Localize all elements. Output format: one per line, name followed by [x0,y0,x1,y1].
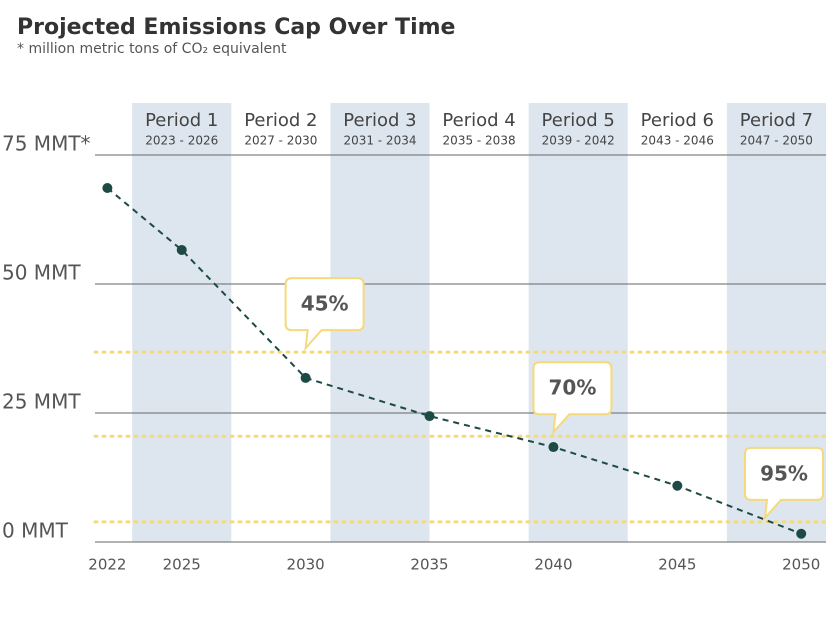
x-tick-label: 2045 [658,556,696,574]
period-years: 2023 - 2026 [145,134,218,148]
callout-label: 95% [760,461,808,485]
period-name: Period 7 [740,110,813,131]
x-tick-label: 2022 [88,556,126,574]
x-tick-label: 2035 [410,556,448,574]
data-point [102,183,113,194]
period-name: Period 4 [442,110,515,131]
period-name: Period 3 [343,110,416,131]
callout: 45% [284,277,365,352]
data-point [300,372,311,383]
period-name: Period 6 [641,110,714,131]
x-tick-label: 2040 [534,556,572,574]
y-tick-label: 0 MMT [2,519,69,543]
callout-label: 70% [548,376,596,400]
y-tick-label: 50 MMT [2,261,81,285]
y-tick-label: 25 MMT [2,390,81,414]
period-years: 2031 - 2034 [343,134,416,148]
period-band [528,103,628,542]
data-point [424,411,435,422]
period-name: Period 2 [244,110,317,131]
period-years: 2035 - 2038 [443,134,516,148]
callout-label: 45% [301,292,349,316]
data-point [548,442,559,453]
period-name: Period 1 [145,110,218,131]
callout: 95% [744,446,824,521]
period-band [132,103,232,542]
period-years: 2039 - 2042 [542,134,615,148]
data-point [672,480,683,491]
data-point [796,528,807,539]
period-years: 2027 - 2030 [244,134,317,148]
callout: 70% [532,361,613,436]
period-years: 2043 - 2046 [641,134,714,148]
chart-subtitle: * million metric tons of CO₂ equivalent [17,41,287,57]
callout-box [532,361,613,436]
callout-box [744,446,824,521]
y-tick-label: 75 MMT* [2,132,91,156]
callout-box [284,277,365,352]
x-tick-label: 2025 [163,556,201,574]
data-point [176,244,187,255]
period-years: 2047 - 2050 [740,134,813,148]
period-name: Period 5 [542,110,615,131]
x-tick-label: 2030 [287,556,325,574]
chart-title: Projected Emissions Cap Over Time [17,15,455,40]
x-tick-label: 2050 [782,556,820,574]
